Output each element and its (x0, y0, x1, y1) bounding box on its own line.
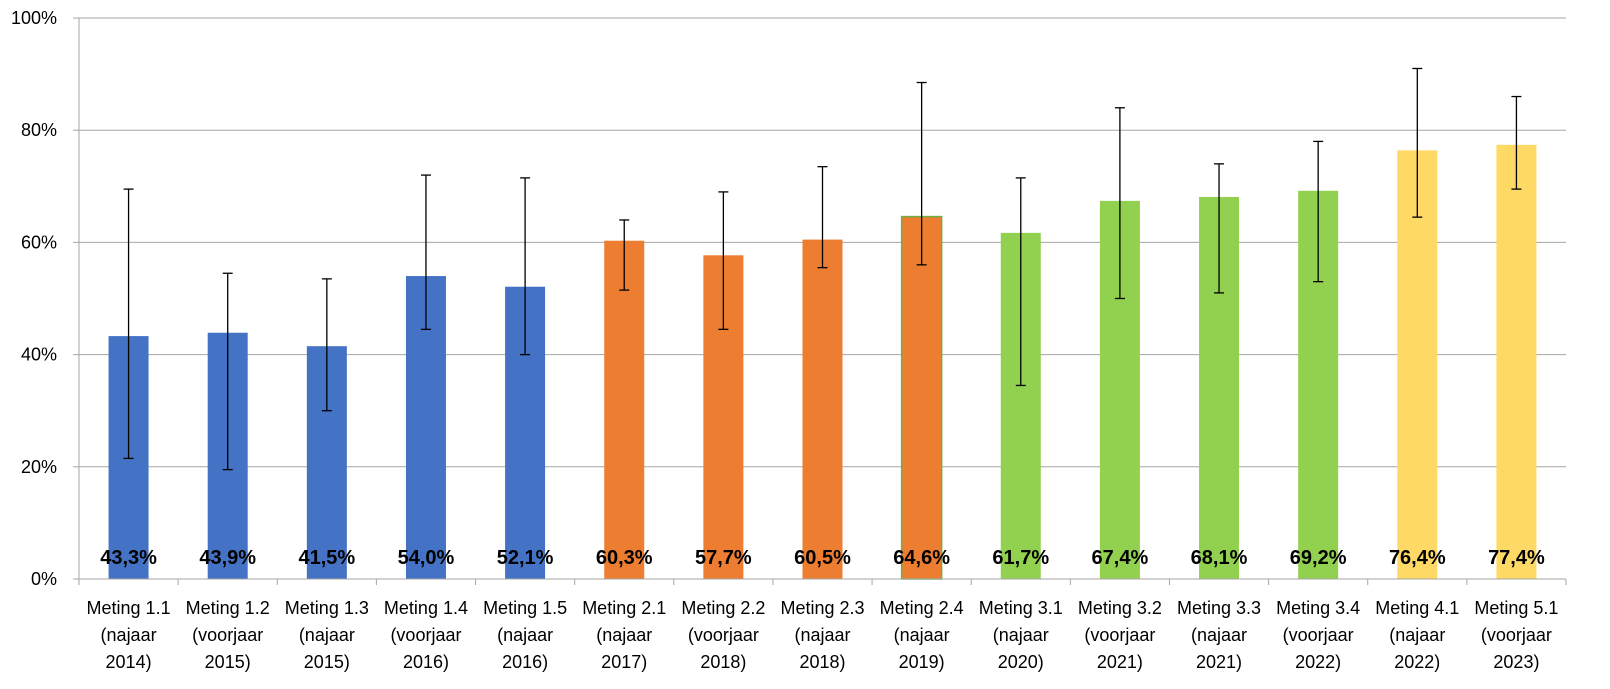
x-category-label: Meting 1.2 (186, 598, 270, 618)
data-label: 67,4% (1092, 547, 1149, 569)
x-category-label: (voorjaar (390, 625, 461, 645)
x-category-label: 2021) (1196, 652, 1242, 672)
x-category-label: Meting 3.3 (1177, 598, 1261, 618)
data-label: 77,4% (1488, 547, 1545, 569)
data-labels: 43,3% 43,9% 41,5% 54,0% 52,1% 60,3% 57,7% 60,5%… (100, 547, 1545, 569)
x-category-label: 2021) (1097, 652, 1143, 672)
error-bars (123, 67, 1522, 471)
x-category-label: (voorjaar (688, 625, 759, 645)
x-category-label: Meting 1.3 (285, 598, 369, 618)
x-category-label: Meting 2.2 (681, 598, 765, 618)
x-category-label: (najaar (299, 625, 355, 645)
data-label: 69,2% (1290, 547, 1347, 569)
y-tick-label: 20% (21, 457, 57, 477)
y-tick-label: 0% (31, 569, 57, 589)
x-category-label: 2014) (106, 652, 152, 672)
x-category-label: (najaar (101, 625, 157, 645)
y-tick-label: 40% (21, 345, 57, 365)
data-label: 57,7% (695, 547, 752, 569)
data-label: 60,5% (794, 547, 851, 569)
data-label: 61,7% (992, 547, 1049, 569)
x-category-label: (voorjaar (1481, 625, 1552, 645)
bar (1496, 144, 1537, 579)
data-label: 43,3% (100, 547, 157, 569)
x-category-label: 2015) (205, 652, 251, 672)
x-category-label: (najaar (1389, 625, 1445, 645)
x-category-label: (najaar (1191, 625, 1247, 645)
x-category-label: 2016) (403, 652, 449, 672)
data-label: 52,1% (497, 547, 554, 569)
bar (802, 239, 843, 579)
x-category-label: (najaar (993, 625, 1049, 645)
x-category-label: 2016) (502, 652, 548, 672)
x-category-label: Meting 3.2 (1078, 598, 1162, 618)
data-label: 54,0% (398, 547, 455, 569)
y-tick-label: 100% (11, 8, 57, 28)
axes (78, 18, 1567, 585)
bar (1397, 150, 1438, 579)
x-category-label: 2018) (700, 652, 746, 672)
x-category-label: (najaar (596, 625, 652, 645)
y-tick-label: 80% (21, 120, 57, 140)
x-category-label: Meting 3.1 (979, 598, 1063, 618)
x-category-label: (voorjaar (192, 625, 263, 645)
x-category-label: Meting 4.1 (1375, 598, 1459, 618)
x-axis-categories: Meting 1.1 (najaar 2014) Meting 1.2 (voorjaa… (87, 598, 1559, 672)
x-category-label: Meting 2.3 (780, 598, 864, 618)
data-label: 76,4% (1389, 547, 1446, 569)
x-category-label: 2022) (1394, 652, 1440, 672)
x-category-label: Meting 2.4 (880, 598, 964, 618)
x-category-label: Meting 3.4 (1276, 598, 1360, 618)
x-category-label: (najaar (794, 625, 850, 645)
x-category-label: 2018) (799, 652, 845, 672)
x-category-label: Meting 5.1 (1474, 598, 1558, 618)
x-category-label: (najaar (894, 625, 950, 645)
x-category-label: (najaar (497, 625, 553, 645)
x-category-label: Meting 1.1 (87, 598, 171, 618)
x-category-label: Meting 1.5 (483, 598, 567, 618)
x-category-label: (voorjaar (1084, 625, 1155, 645)
x-category-label: Meting 1.4 (384, 598, 468, 618)
x-category-label: (voorjaar (1283, 625, 1354, 645)
x-category-label: 2019) (899, 652, 945, 672)
x-category-label: Meting 2.1 (582, 598, 666, 618)
data-label: 68,1% (1191, 547, 1248, 569)
data-label: 41,5% (298, 547, 355, 569)
y-axis-ticks: 0% 20% 40% 60% 80% 100% (11, 8, 79, 589)
x-category-label: 2020) (998, 652, 1044, 672)
bar (604, 240, 645, 580)
x-category-label: 2023) (1493, 652, 1539, 672)
data-label: 60,3% (596, 547, 653, 569)
data-label: 64,6% (893, 547, 950, 569)
bar (900, 215, 943, 580)
x-category-label: 2017) (601, 652, 647, 672)
x-category-label: 2022) (1295, 652, 1341, 672)
y-tick-label: 60% (21, 232, 57, 252)
x-category-label: 2015) (304, 652, 350, 672)
data-label: 43,9% (199, 547, 256, 569)
